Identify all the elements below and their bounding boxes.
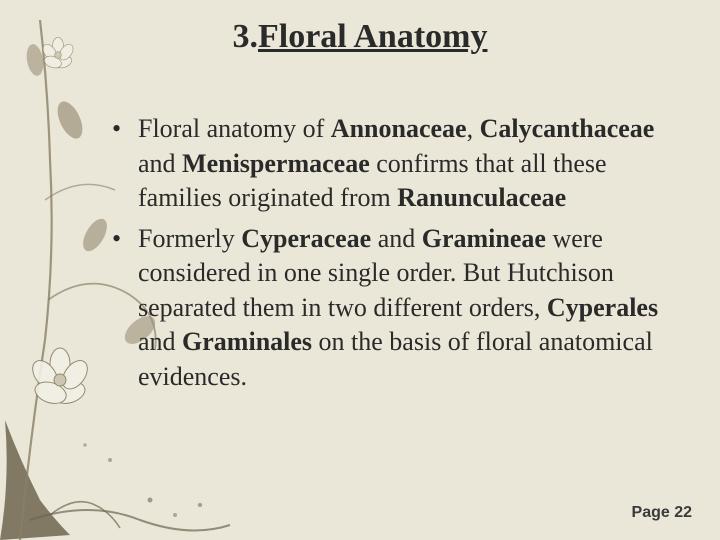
- text-run: and: [138, 327, 182, 356]
- slide-title: 3.Floral Anatomy: [60, 18, 660, 56]
- title-prefix: 3.: [233, 18, 259, 55]
- bold-term: Gramineae: [422, 224, 546, 253]
- bold-term: Ranunculaceae: [397, 183, 566, 212]
- text-run: and: [138, 149, 182, 178]
- bold-term: Cyperaceae: [241, 224, 371, 253]
- text-run: Floral anatomy of: [138, 114, 331, 143]
- text-run: Formerly: [138, 224, 241, 253]
- page-number: Page 22: [632, 504, 692, 522]
- bullet-item: Floral anatomy of Annonaceae, Calycantha…: [130, 112, 660, 216]
- bold-term: Calycanthaceae: [480, 114, 655, 143]
- bullet-item: Formerly Cyperaceae and Gramineae were c…: [130, 222, 660, 395]
- text-run: ,: [467, 114, 480, 143]
- bold-term: Menispermaceae: [182, 149, 370, 178]
- bold-term: Graminales: [182, 327, 312, 356]
- slide-content: 3.Floral Anatomy Floral anatomy of Annon…: [0, 0, 720, 540]
- title-main: Floral Anatomy: [258, 18, 487, 55]
- bullet-list: Floral anatomy of Annonaceae, Calycantha…: [110, 112, 660, 395]
- bold-term: Cyperales: [547, 293, 658, 322]
- text-run: and: [371, 224, 422, 253]
- bold-term: Annonaceae: [331, 114, 467, 143]
